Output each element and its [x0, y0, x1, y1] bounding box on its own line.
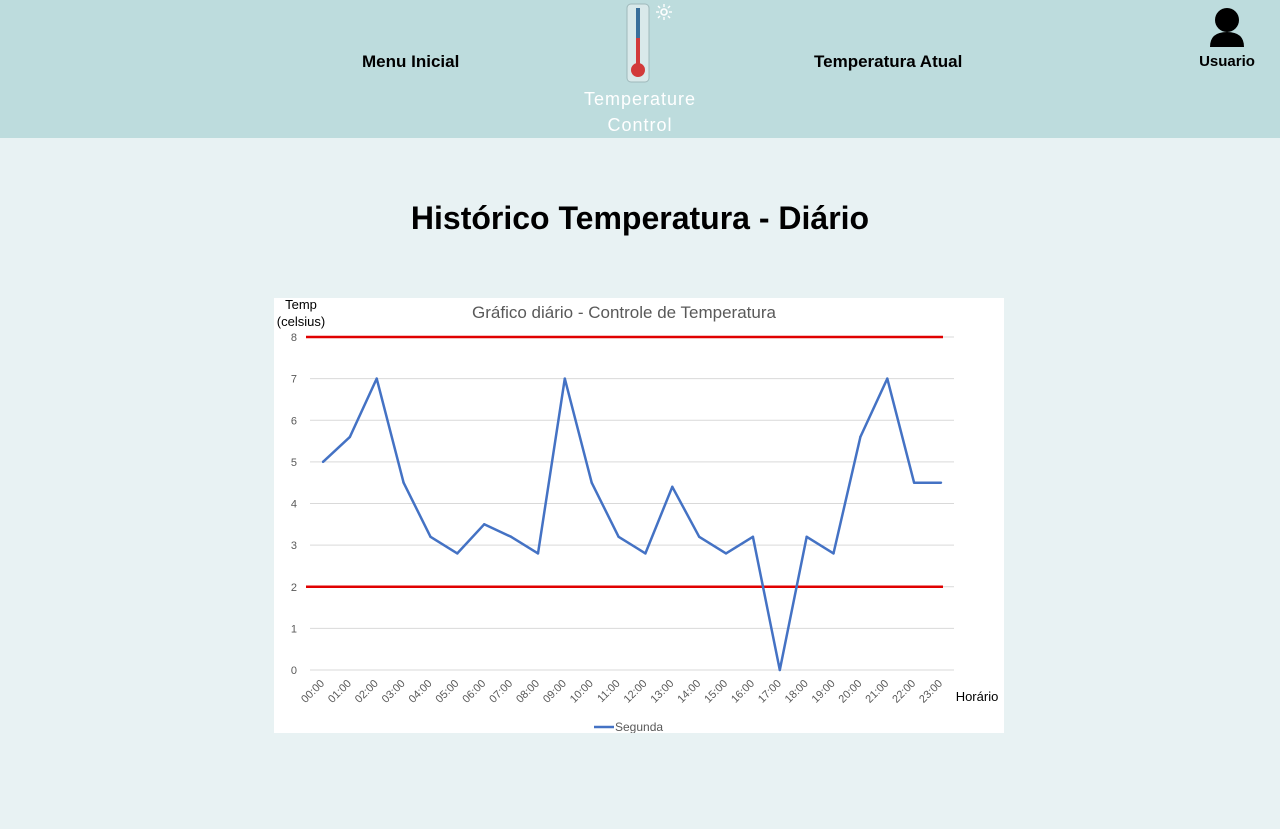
top-navigation-bar: Menu Inicial Temperature Control Tempera… — [0, 0, 1280, 138]
thermometer-icon — [626, 3, 672, 83]
x-tick-label: 15:00 — [702, 678, 730, 706]
data-point — [778, 668, 781, 672]
y-tick-label: 8 — [291, 332, 297, 344]
data-point — [429, 535, 432, 538]
x-tick-label: 06:00 — [460, 678, 488, 706]
x-tick-label: 12:00 — [622, 678, 650, 706]
logo-line-2: Control — [607, 115, 673, 135]
page-title: Histórico Temperatura - Diário — [410, 200, 870, 236]
data-point — [483, 523, 486, 526]
nav-menu-inicial[interactable]: Menu Inicial — [362, 52, 460, 71]
series-line-segunda — [322, 377, 941, 672]
x-tick-label: 23:00 — [917, 678, 945, 706]
x-tick-label: 18:00 — [783, 678, 811, 706]
x-tick-label: 20:00 — [837, 678, 865, 706]
nav-temperatura-atual[interactable]: Temperatura Atual — [814, 52, 963, 71]
data-point — [321, 460, 325, 464]
x-tick-label: 14:00 — [675, 678, 703, 706]
y-tick-label: 1 — [291, 623, 297, 635]
x-tick-label: 07:00 — [487, 678, 515, 706]
x-tick-label: 00:00 — [299, 678, 327, 706]
y-tick-label: 0 — [291, 665, 297, 677]
x-axis-label: Horário — [956, 689, 999, 704]
data-point — [939, 481, 943, 484]
data-point — [456, 552, 459, 555]
y-axis-label-line-1: Temp — [285, 298, 317, 312]
chart-title: Gráfico diário - Controle de Temperatura — [472, 303, 776, 322]
data-point — [348, 435, 352, 439]
y-tick-label: 6 — [291, 415, 297, 427]
y-tick-label: 7 — [291, 374, 297, 386]
data-point — [375, 377, 378, 380]
data-point — [590, 481, 593, 484]
x-tick-label: 13:00 — [648, 678, 676, 706]
x-tick-label: 02:00 — [353, 678, 381, 706]
data-point — [644, 552, 647, 555]
x-tick-label: 19:00 — [810, 678, 838, 706]
data-point — [697, 535, 701, 538]
logo-line-1: Temperature — [583, 89, 697, 109]
x-tick-label: 03:00 — [380, 678, 408, 706]
x-tick-label: 10:00 — [568, 678, 596, 706]
x-tick-label: 01:00 — [326, 678, 354, 706]
data-point — [563, 377, 567, 380]
y-tick-label: 4 — [291, 499, 297, 511]
user-icon — [1210, 8, 1244, 47]
data-point — [751, 535, 755, 538]
logo-text: Temperature Control — [570, 86, 710, 138]
user-label: Usuario — [1199, 53, 1255, 70]
data-point — [912, 481, 916, 484]
x-tick-label: 16:00 — [729, 678, 757, 706]
y-tick-label: 3 — [291, 540, 297, 552]
data-point — [617, 535, 620, 538]
y-tick-label: 2 — [291, 582, 297, 594]
x-tick-label: 05:00 — [434, 678, 462, 706]
data-point — [832, 552, 835, 555]
x-tick-label: 22:00 — [890, 678, 918, 706]
data-point — [724, 552, 728, 555]
data-point — [859, 435, 862, 439]
data-point — [509, 535, 513, 538]
x-tick-label: 04:00 — [407, 678, 435, 706]
data-point — [402, 481, 405, 484]
x-tick-label: 17:00 — [756, 678, 784, 706]
data-point — [536, 552, 540, 555]
data-point — [886, 377, 889, 380]
legend-label-segunda: Segunda — [615, 720, 663, 733]
app-logo[interactable]: Temperature Control — [570, 2, 710, 136]
x-tick-label: 21:00 — [863, 678, 891, 706]
x-tick-label: 11:00 — [595, 678, 622, 705]
x-tick-label: 08:00 — [514, 678, 542, 706]
y-axis-label-line-2: (celsius) — [277, 314, 325, 329]
y-tick-label: 5 — [291, 457, 297, 469]
x-tick-label: 09:00 — [541, 678, 569, 706]
data-point — [671, 485, 674, 489]
temperature-chart: Gráfico diário - Controle de Temperatura… — [274, 298, 1004, 733]
user-menu[interactable]: Usuario — [1196, 6, 1258, 76]
data-point — [805, 535, 808, 538]
chart-svg: Gráfico diário - Controle de Temperatura… — [277, 298, 999, 733]
